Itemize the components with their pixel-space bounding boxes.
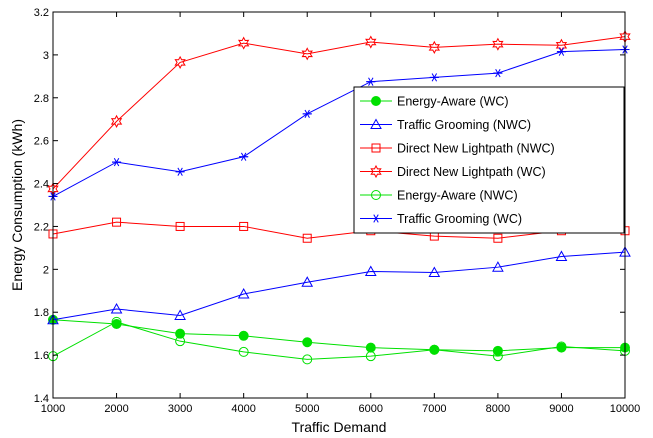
legend-marker: [370, 118, 382, 129]
y-tick-label: 3: [43, 50, 49, 62]
data-point: [302, 233, 312, 243]
y-tick-label: 1.6: [34, 350, 49, 362]
data-point: [238, 346, 249, 357]
data-point: [302, 337, 313, 348]
data-point: [555, 250, 568, 261]
data-point: [492, 261, 504, 272]
legend-item: Direct New Lightpath (NWC): [360, 142, 555, 156]
y-tick-label: 1.8: [34, 307, 49, 319]
series-line: [52, 319, 625, 352]
x-tick-label: 2000: [104, 403, 128, 415]
y-tick-label: 2.6: [34, 136, 49, 148]
data-point: [302, 354, 313, 365]
data-point: [493, 233, 503, 243]
data-point: [493, 68, 503, 78]
series-line: [52, 36, 626, 190]
x-tick-label: 7000: [422, 403, 446, 415]
data-point: [174, 309, 186, 320]
x-tick-label: 4000: [231, 403, 255, 415]
legend-marker: [371, 214, 381, 223]
data-point: [429, 73, 439, 82]
y-tick-label: 2.2: [34, 221, 49, 233]
y-tick-label: 2: [43, 264, 49, 276]
x-tick-label: 10000: [610, 403, 641, 415]
data-point: [428, 40, 441, 54]
y-tick-label: 3.2: [34, 7, 49, 19]
y-axis-title: Energy Consumption (kWh): [9, 119, 25, 291]
data-point: [237, 287, 250, 299]
x-axis: 1000 2000 3000 4000 5000 6000 7000 8000 9000 1000…: [41, 12, 641, 415]
legend-label: Direct New Lightpath (WC): [397, 165, 546, 179]
data-point: [492, 351, 503, 362]
data-point: [365, 351, 376, 362]
x-tick-label: 9000: [549, 403, 573, 415]
legend-label: Direct New Lightpath (NWC): [397, 142, 555, 156]
data-point: [111, 316, 122, 327]
y-tick-label: 2.4: [34, 179, 49, 191]
data-point: [301, 276, 314, 287]
data-point: [366, 77, 376, 86]
data-point: [556, 47, 566, 56]
plot-frame: [52, 11, 626, 399]
data-point: [239, 152, 249, 161]
data-point: [429, 344, 440, 355]
data-point: [364, 265, 377, 276]
data-point: [110, 114, 123, 128]
series-line: [52, 251, 626, 321]
data-point: [237, 36, 250, 50]
legend-item: Energy-Aware (NWC): [360, 189, 518, 203]
x-axis-title: Traffic Demand: [292, 419, 387, 435]
data-point: [175, 328, 186, 339]
legend-marker: [371, 190, 381, 200]
x-tick-label: 5000: [295, 403, 319, 415]
data-point: [301, 47, 313, 61]
legend-marker: [371, 96, 381, 106]
series-3: [47, 30, 631, 196]
series-5: [48, 45, 630, 201]
legend-box: [353, 86, 625, 234]
data-point: [112, 157, 122, 167]
x-tick-label: 6000: [359, 403, 383, 415]
legend: Energy-Aware (WC) Traffic Grooming (NWC) D…: [353, 86, 625, 234]
data-point: [175, 167, 185, 176]
legend-item: Energy-Aware (WC): [360, 95, 509, 109]
data-point: [112, 217, 122, 227]
legend-label: Energy-Aware (WC): [397, 95, 509, 109]
legend-marker: [370, 164, 382, 179]
legend-marker: [371, 143, 381, 153]
data-point: [365, 342, 376, 353]
data-point: [175, 336, 186, 347]
legend-item: Direct New Lightpath (WC): [360, 164, 546, 179]
legend-label: Traffic Grooming (WC): [397, 212, 522, 226]
series-layer: [47, 30, 631, 365]
data-point: [556, 341, 567, 352]
data-point: [492, 37, 504, 51]
legend-label: Energy-Aware (NWC): [397, 189, 518, 203]
data-point: [492, 345, 503, 356]
series-line: [52, 221, 625, 239]
legend-item: Traffic Grooming (WC): [360, 212, 522, 226]
data-point: [110, 302, 123, 314]
y-axis: 1.4 1.6 1.8 2 2.2 2.4 2.6 2.8 3 3.2: [34, 7, 625, 405]
data-point: [239, 221, 249, 231]
x-tick-label: 8000: [486, 403, 510, 415]
data-point: [302, 109, 312, 119]
series-line: [52, 49, 626, 197]
legend-item: Traffic Grooming (NWC): [360, 118, 531, 132]
data-point: [365, 35, 377, 49]
data-point: [174, 55, 186, 69]
x-tick-label: 1000: [41, 403, 65, 415]
series-1: [47, 246, 631, 325]
series-line: [52, 321, 626, 360]
y-tick-label: 2.8: [34, 93, 49, 105]
data-point: [238, 330, 249, 341]
legend-label: Traffic Grooming (NWC): [397, 118, 531, 132]
data-point: [175, 221, 185, 231]
y-tick-label: 1.4: [34, 393, 49, 405]
x-tick-label: 3000: [168, 403, 192, 415]
data-point: [428, 266, 441, 278]
